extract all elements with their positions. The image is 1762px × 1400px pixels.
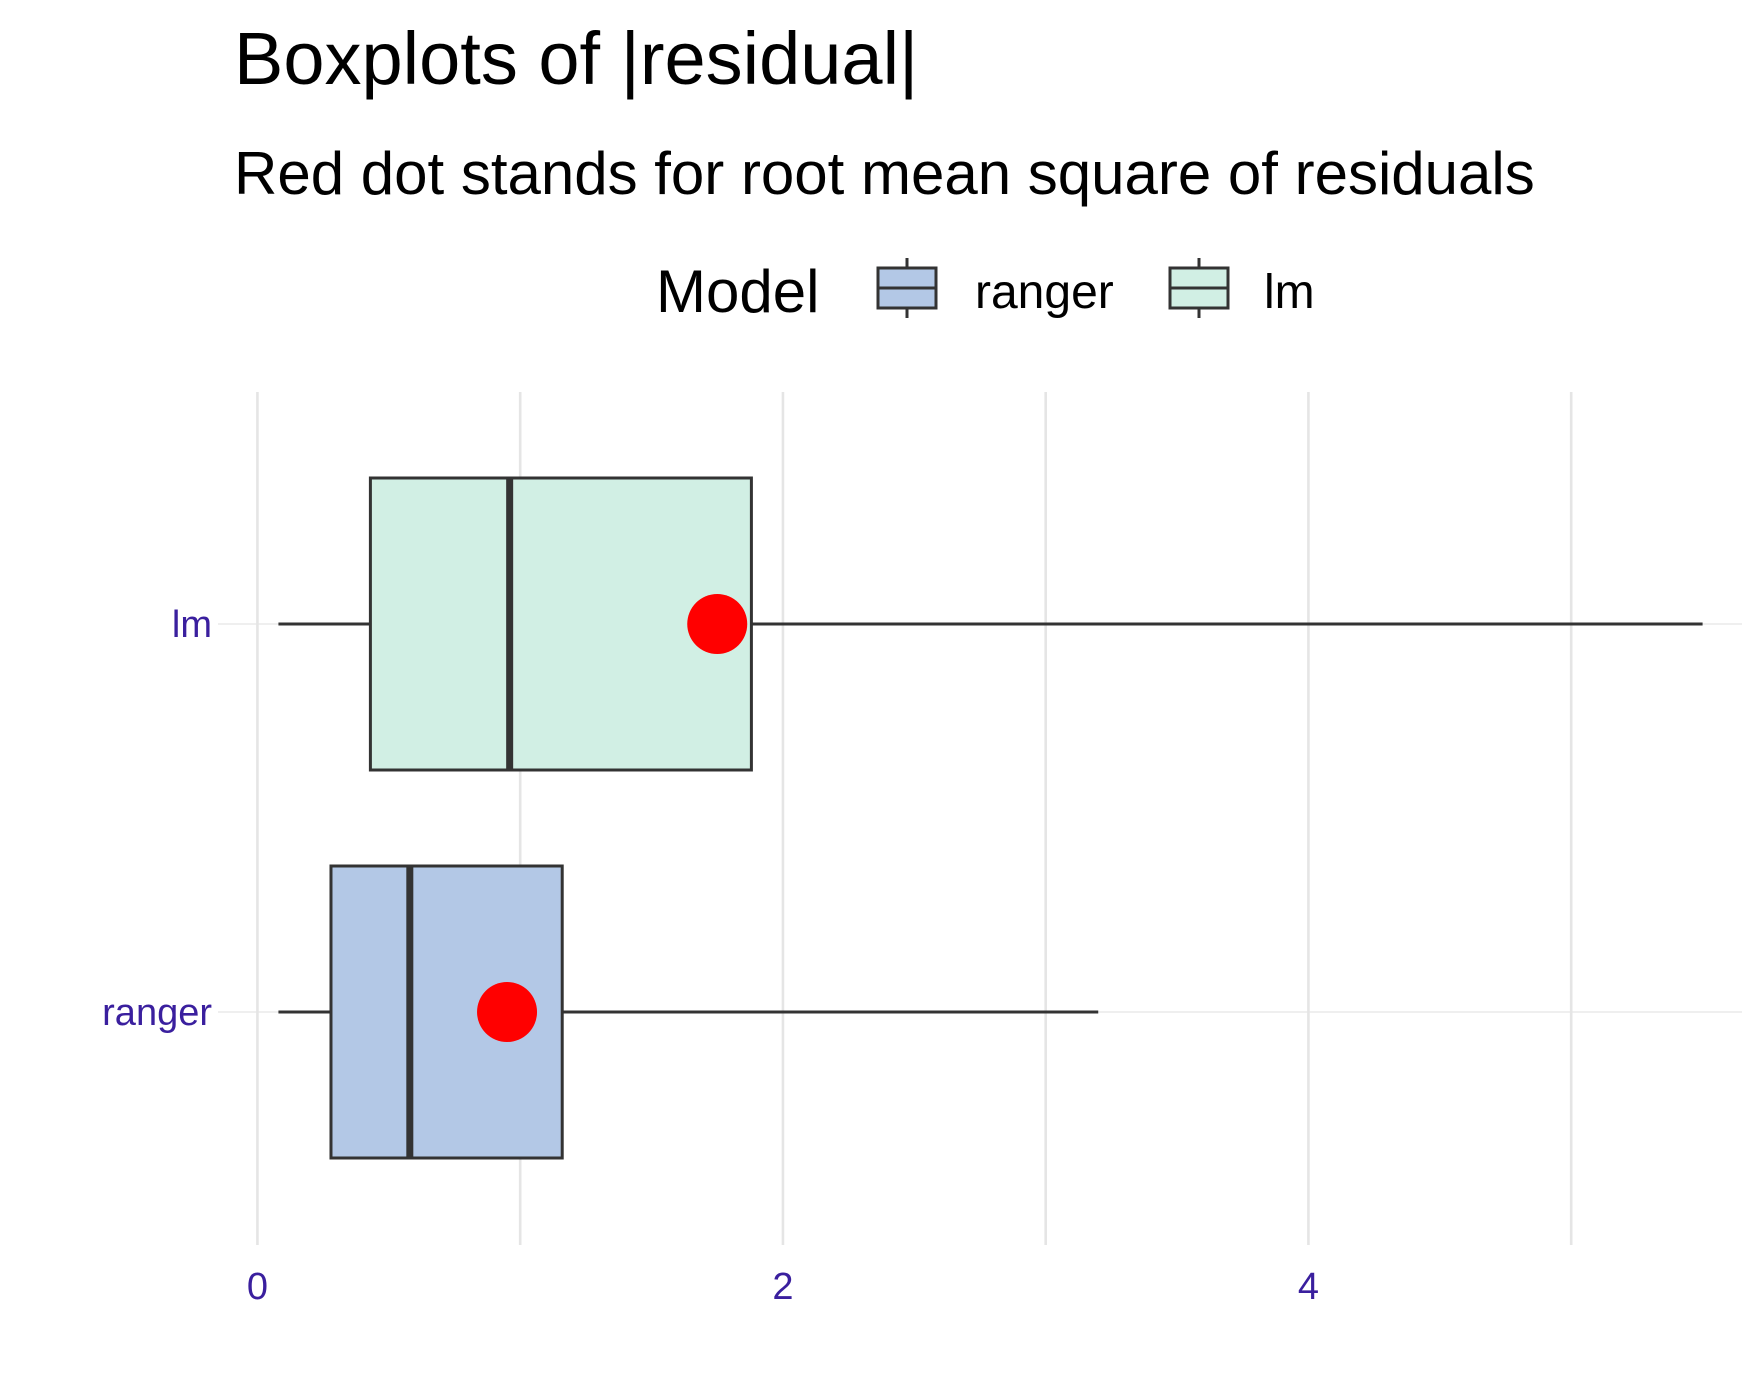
legend-label-ranger: ranger [975, 266, 1114, 319]
y-tick-label-ranger: ranger [102, 992, 212, 1034]
y-tick-label-lm: lm [172, 604, 212, 646]
x-tick-label: 2 [772, 1266, 793, 1308]
box-lm [278, 476, 1703, 772]
x-tick-label: 4 [1298, 1266, 1319, 1308]
x-tick-label: 0 [247, 1266, 268, 1308]
legend: Model ranger lm [656, 258, 1315, 325]
legend-entry-ranger: ranger [876, 258, 1114, 319]
legend-entry-lm: lm [1168, 258, 1315, 319]
legend-key-lm [1168, 258, 1230, 318]
rmse-dot-ranger [477, 982, 538, 1042]
rmse-dot-lm [687, 594, 748, 654]
legend-title: Model [656, 258, 819, 325]
chart-title: Boxplots of |residual| [234, 17, 919, 100]
chart-subtitle: Red dot stands for root mean square of r… [234, 140, 1535, 207]
box-ranger [278, 864, 1099, 1160]
legend-label-lm: lm [1264, 266, 1315, 319]
legend-key-ranger [876, 258, 938, 318]
axis-layer: ranger lm 0 2 4 [102, 604, 1319, 1308]
box-layer [278, 476, 1703, 1160]
